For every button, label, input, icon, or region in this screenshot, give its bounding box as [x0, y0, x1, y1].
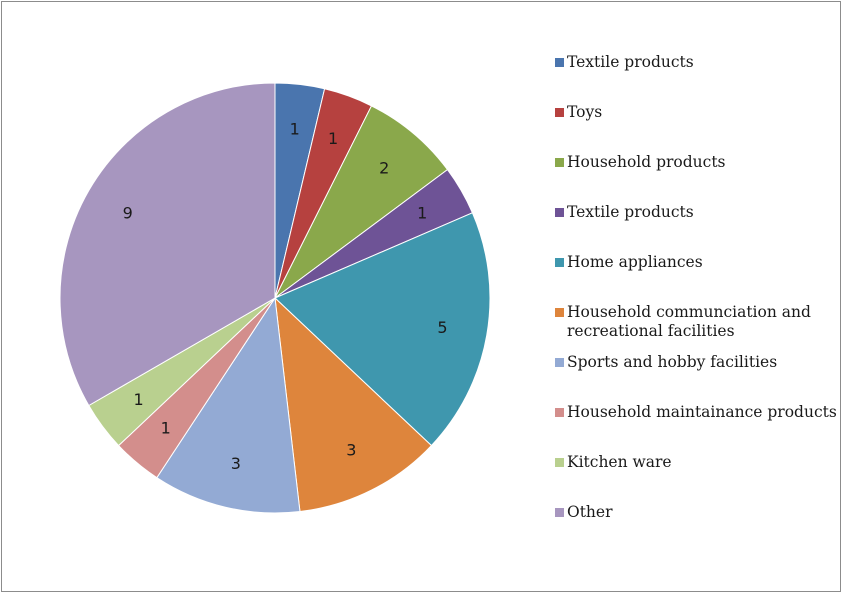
- pie-slice: [274, 296, 433, 513]
- pie-data-label: 1: [328, 129, 338, 148]
- chart-legend: Textile products Toys Household products Te…: [555, 0, 840, 595]
- pie-data-label: 1: [417, 204, 427, 223]
- pie-data-label: 1: [161, 419, 171, 438]
- legend-swatch: [555, 58, 564, 67]
- legend-label: Household maintainance products: [567, 403, 837, 421]
- pie-data-label: 1: [290, 120, 300, 139]
- legend-swatch: [555, 408, 564, 417]
- legend-swatch: [555, 158, 564, 167]
- legend-label: Toys: [567, 103, 603, 121]
- legend-label: Home appliances: [567, 253, 703, 271]
- pie-slices: [59, 82, 491, 514]
- pie-data-label: 9: [123, 204, 133, 223]
- legend-swatch: [555, 308, 564, 317]
- legend-swatch: [555, 458, 564, 467]
- pie-slice: [274, 105, 449, 299]
- pie-slice: [59, 82, 276, 407]
- legend-label: Kitchen ware: [567, 453, 672, 471]
- legend-label: Other: [567, 503, 613, 521]
- legend-label: Textile products: [567, 203, 694, 221]
- legend-swatch: [555, 358, 564, 367]
- legend-swatch: [555, 258, 564, 267]
- pie-data-label: 3: [346, 440, 356, 459]
- pie-slice: [156, 296, 301, 514]
- legend-label: Textile products: [567, 53, 694, 71]
- legend-swatch: [555, 108, 564, 117]
- legend-label: Household products: [567, 153, 726, 171]
- pie-data-label: 2: [379, 158, 389, 177]
- pie-data-label: 3: [231, 454, 241, 473]
- pie-slice: [274, 212, 491, 447]
- legend-label: Household communciation and recreational…: [567, 303, 811, 340]
- legend-swatch: [555, 208, 564, 217]
- pie-data-label: 5: [437, 318, 447, 337]
- pie-data-label: 1: [134, 390, 144, 409]
- legend-label: Sports and hobby facilities: [567, 353, 778, 371]
- legend-swatch: [555, 508, 564, 517]
